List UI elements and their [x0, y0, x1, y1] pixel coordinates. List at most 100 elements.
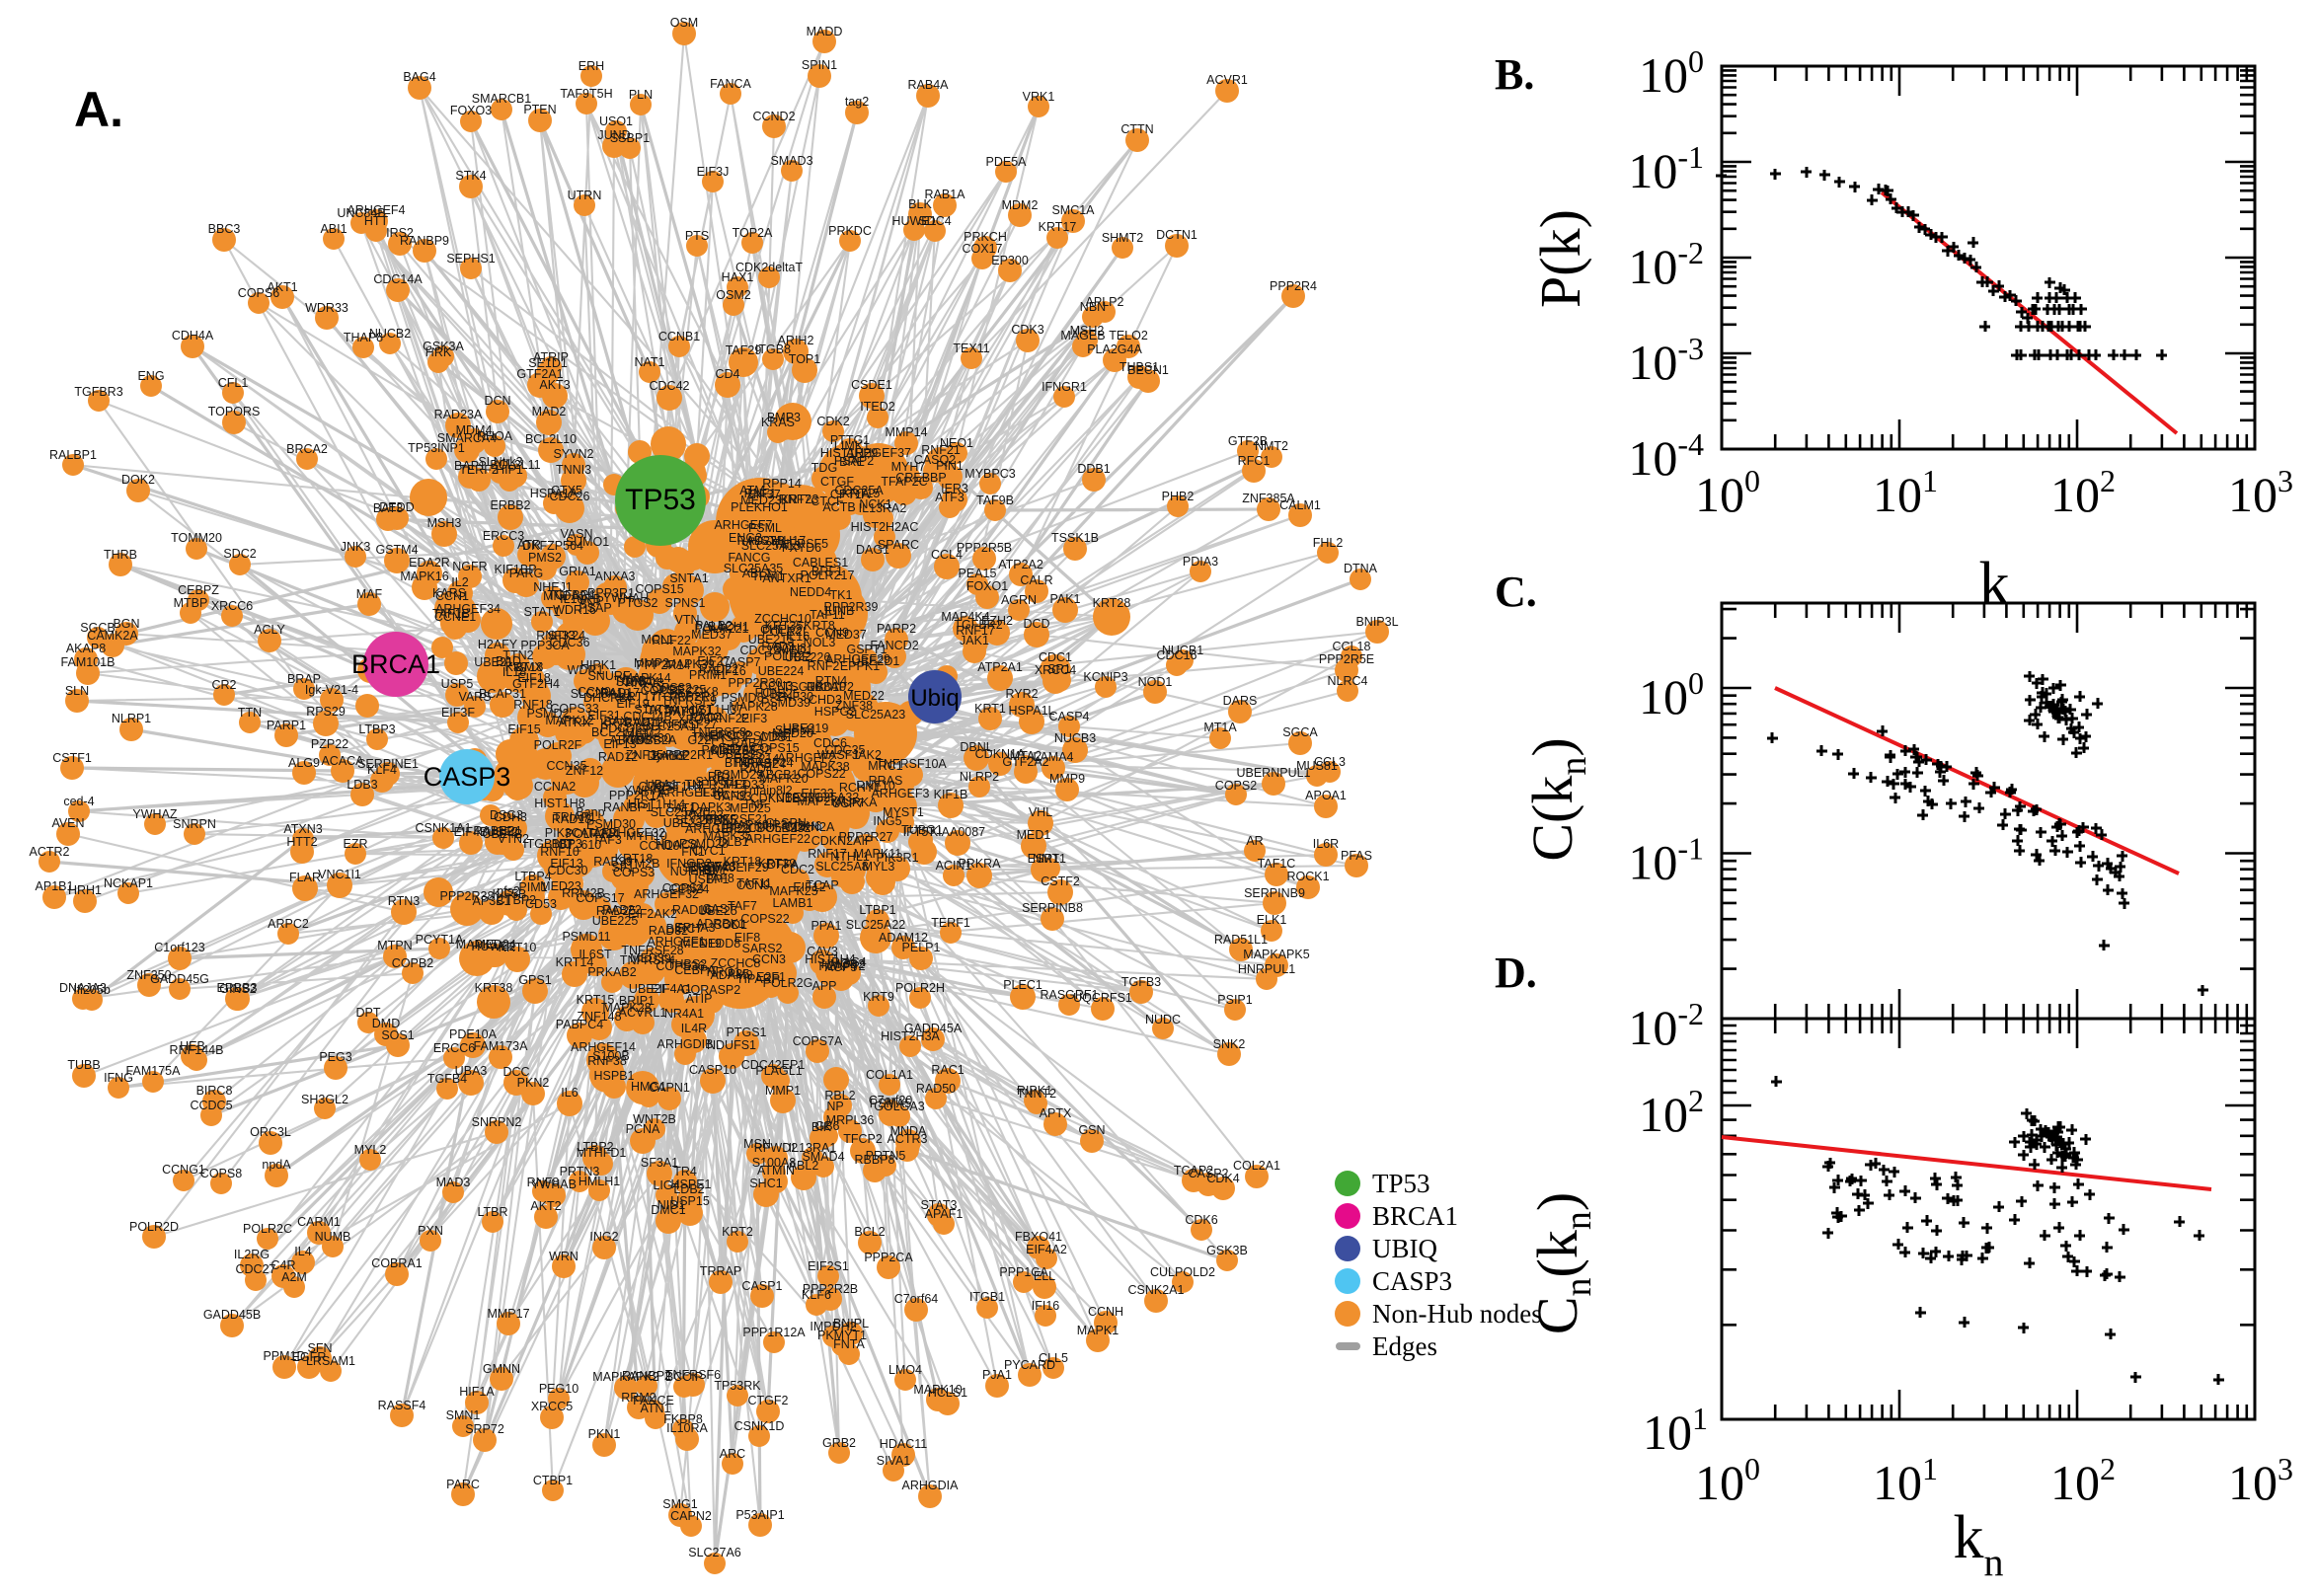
svg-text:EIF3J: EIF3J — [697, 165, 730, 179]
svg-text:ACIN1: ACIN1 — [936, 859, 972, 873]
svg-text:NMT1: NMT1 — [1033, 852, 1066, 866]
svg-text:DNAJA3: DNAJA3 — [59, 981, 107, 995]
svg-text:UBE21: UBE21 — [474, 655, 513, 669]
svg-text:PPA1: PPA1 — [811, 919, 841, 933]
svg-text:HSPE1: HSPE1 — [671, 1178, 712, 1191]
svg-text:BECN1: BECN1 — [1127, 363, 1169, 377]
svg-text:POLR2C: POLR2C — [243, 1222, 292, 1236]
svg-text:KRT18: KRT18 — [615, 852, 654, 866]
svg-text:ATP2A2: ATP2A2 — [998, 558, 1043, 571]
svg-text:ERCC6: ERCC6 — [433, 1041, 475, 1055]
svg-text:KIF1BP: KIF1BP — [494, 563, 536, 576]
svg-text:NEDD4: NEDD4 — [790, 585, 831, 599]
svg-text:USO1: USO1 — [599, 114, 633, 128]
svg-text:SMAD3: SMAD3 — [770, 154, 812, 168]
svg-text:KRT28: KRT28 — [1093, 596, 1131, 610]
svg-text:CDC42EP1: CDC42EP1 — [741, 1058, 806, 1072]
svg-text:PDE5A: PDE5A — [986, 155, 1028, 169]
svg-text:IL4: IL4 — [294, 1245, 311, 1258]
svg-text:HIST1H8: HIST1H8 — [534, 797, 584, 810]
svg-text:FAM175A: FAM175A — [126, 1064, 182, 1078]
svg-text:ACTR2: ACTR2 — [30, 845, 70, 859]
svg-text:GADD45B: GADD45B — [203, 1308, 261, 1322]
svg-text:MADD: MADD — [807, 25, 843, 38]
svg-text:GPS1: GPS1 — [518, 973, 551, 987]
svg-text:PPP2R27: PPP2R27 — [839, 830, 893, 844]
svg-text:PZP22: PZP22 — [311, 737, 348, 751]
svg-text:MTPN: MTPN — [377, 939, 412, 952]
svg-text:NUCB3: NUCB3 — [1054, 731, 1096, 745]
svg-text:TTN: TTN — [238, 706, 262, 720]
svg-text:APOA1: APOA1 — [1305, 789, 1347, 802]
svg-text:NUMB: NUMB — [315, 1230, 351, 1244]
svg-text:PDE10A: PDE10A — [449, 1027, 498, 1041]
svg-text:HRK: HRK — [425, 345, 452, 359]
svg-text:DARS: DARS — [1223, 694, 1258, 708]
svg-text:PJA1: PJA1 — [982, 1368, 1012, 1382]
svg-text:PRKDC: PRKDC — [828, 224, 872, 238]
svg-text:SP1: SP1 — [1047, 662, 1071, 676]
svg-text:CTGF: CTGF — [820, 475, 854, 489]
svg-text:TP53: TP53 — [1372, 1169, 1430, 1198]
svg-text:TGFBR3: TGFBR3 — [74, 385, 122, 399]
svg-text:TOP2A: TOP2A — [733, 226, 773, 240]
svg-text:KRT9: KRT9 — [863, 990, 894, 1004]
svg-text:CCN1: CCN1 — [435, 589, 469, 603]
svg-text:MAPK30: MAPK30 — [622, 731, 670, 745]
svg-text:IL4R: IL4R — [681, 1022, 707, 1035]
svg-text:KCNIP3: KCNIP3 — [1083, 670, 1127, 684]
svg-text:COPS33: COPS33 — [550, 702, 598, 716]
svg-text:HIST2H3A: HIST2H3A — [881, 1029, 940, 1043]
svg-text:MAPKAPK2: MAPKAPK2 — [592, 1370, 658, 1384]
svg-text:UBE224: UBE224 — [758, 664, 805, 678]
svg-text:ACLY: ACLY — [254, 623, 285, 637]
svg-text:PSIP1: PSIP1 — [1217, 993, 1252, 1007]
svg-text:MAPK5: MAPK5 — [456, 938, 498, 951]
svg-text:XRCC6: XRCC6 — [211, 599, 253, 613]
svg-text:P53AIP1: P53AIP1 — [735, 1508, 784, 1522]
svg-text:SNRPN: SNRPN — [173, 817, 216, 831]
svg-text:COBRA1: COBRA1 — [371, 1256, 422, 1270]
svg-text:MMP1: MMP1 — [765, 1084, 801, 1098]
svg-text:BRAP: BRAP — [287, 672, 321, 686]
svg-text:MSH3: MSH3 — [427, 516, 462, 530]
svg-text:PEA15: PEA15 — [959, 567, 997, 580]
svg-text:CDK2deltaT: CDK2deltaT — [735, 261, 803, 274]
svg-text:FOXO3: FOXO3 — [450, 104, 492, 117]
svg-text:ATN1: ATN1 — [640, 1402, 670, 1415]
svg-text:CDC42: CDC42 — [650, 379, 690, 393]
svg-text:VASN: VASN — [560, 527, 592, 541]
svg-text:TNFRSF28: TNFRSF28 — [621, 944, 683, 957]
svg-text:GMNN: GMNN — [483, 1362, 520, 1376]
svg-text:GORASP2: GORASP2 — [681, 983, 740, 997]
svg-text:TAF1C: TAF1C — [1258, 857, 1296, 871]
svg-text:SERPINE1: SERPINE1 — [357, 757, 419, 771]
svg-text:KRT1: KRT1 — [974, 702, 1006, 716]
svg-text:A2M: A2M — [281, 1270, 307, 1284]
svg-text:DTNA: DTNA — [1344, 562, 1378, 575]
svg-text:WRN: WRN — [549, 1250, 579, 1263]
svg-text:TOMM20: TOMM20 — [171, 531, 222, 545]
svg-text:ATXN3: ATXN3 — [283, 822, 322, 836]
svg-text:PARP2: PARP2 — [877, 622, 916, 636]
svg-text:MAPKAPK5: MAPKAPK5 — [1243, 948, 1309, 961]
svg-text:PSMD6: PSMD6 — [721, 691, 763, 705]
svg-text:PPP2CA: PPP2CA — [864, 1251, 913, 1264]
svg-text:RNF22: RNF22 — [652, 634, 691, 647]
svg-text:ARHGEF7: ARHGEF7 — [714, 518, 772, 532]
svg-text:MSH2: MSH2 — [1070, 324, 1105, 338]
svg-text:MTBP: MTBP — [174, 596, 208, 610]
svg-text:ARIH2: ARIH2 — [778, 334, 814, 347]
svg-text:CCN10: CCN10 — [640, 839, 680, 853]
svg-text:tag2: tag2 — [845, 95, 869, 109]
svg-text:IL2RG: IL2RG — [234, 1248, 270, 1261]
svg-text:EIF12: EIF12 — [793, 880, 825, 894]
svg-text:SPIN1: SPIN1 — [802, 58, 837, 72]
svg-text:CDC14A: CDC14A — [373, 272, 423, 286]
svg-text:GRIA1: GRIA1 — [559, 565, 596, 578]
svg-text:SLC25A8: SLC25A8 — [815, 860, 869, 874]
svg-text:LTBP1: LTBP1 — [859, 903, 895, 917]
svg-text:BBC3: BBC3 — [208, 222, 241, 236]
svg-text:LDB3: LDB3 — [347, 778, 377, 792]
svg-text:CAPN1: CAPN1 — [649, 1081, 690, 1095]
